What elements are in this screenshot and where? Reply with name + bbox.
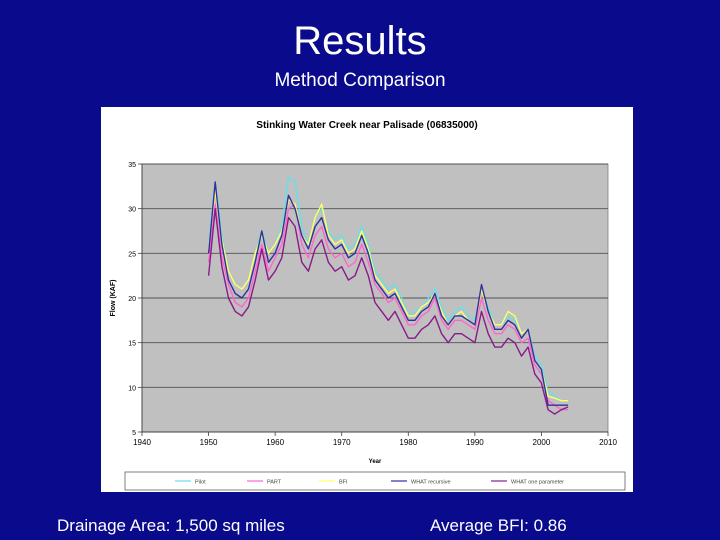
x-tick-label: 1960 xyxy=(266,438,284,447)
average-bfi-text: Average BFI: 0.86 xyxy=(430,516,567,535)
y-tick-label: 35 xyxy=(128,162,136,169)
chart-container: Stinking Water Creek near Palisade (0683… xyxy=(101,107,633,492)
x-tick-label: 1950 xyxy=(200,438,218,447)
legend: Pilot PART BFI WHAT recursive WHAT one param… xyxy=(175,480,564,486)
legend-label: BFI xyxy=(339,480,348,486)
series-line-part xyxy=(207,203,569,411)
series-line-what-one-parameter xyxy=(207,207,569,415)
axis-ticks: 5 10 15 20 25 30 35 1940 1950 1960 1970 1980 1990 200… xyxy=(128,162,617,447)
y-tick-label: 15 xyxy=(128,341,136,348)
chart-svg: Stinking Water Creek near Palisade (0683… xyxy=(110,120,626,491)
chart-title: Stinking Water Creek near Palisade (0683… xyxy=(256,120,477,131)
drainage-area-text: Drainage Area: 1,500 sq miles xyxy=(57,516,285,535)
x-tick-label: 1970 xyxy=(333,438,351,447)
legend-label: WHAT one parameter xyxy=(511,480,564,486)
legend-box xyxy=(124,471,626,491)
y-tick-label: 25 xyxy=(128,251,136,258)
legend-label: WHAT recursive xyxy=(411,480,451,486)
y-tick-label: 20 xyxy=(128,296,136,303)
x-tick-label: 1990 xyxy=(466,438,484,447)
x-tick-label: 1980 xyxy=(399,438,417,447)
y-tick-label: 30 xyxy=(128,207,136,214)
series-lines xyxy=(207,176,569,415)
x-axis-label: Year xyxy=(369,459,382,465)
x-tick-label: 2000 xyxy=(533,438,551,447)
y-tick-label: 10 xyxy=(128,385,136,392)
x-tick-label: 1940 xyxy=(133,438,151,447)
slide-subtitle: Method Comparison xyxy=(274,70,446,91)
x-tick-label: 2010 xyxy=(599,438,617,447)
legend-label: Pilot xyxy=(195,480,206,486)
y-tick-label: 5 xyxy=(132,430,136,437)
series-line-bfi xyxy=(207,190,569,402)
legend-label: PART xyxy=(267,480,282,486)
series-line-what-recursive xyxy=(207,181,569,406)
y-axis-label: Flow (KAF) xyxy=(110,280,117,317)
slide-title: Results xyxy=(293,19,427,63)
